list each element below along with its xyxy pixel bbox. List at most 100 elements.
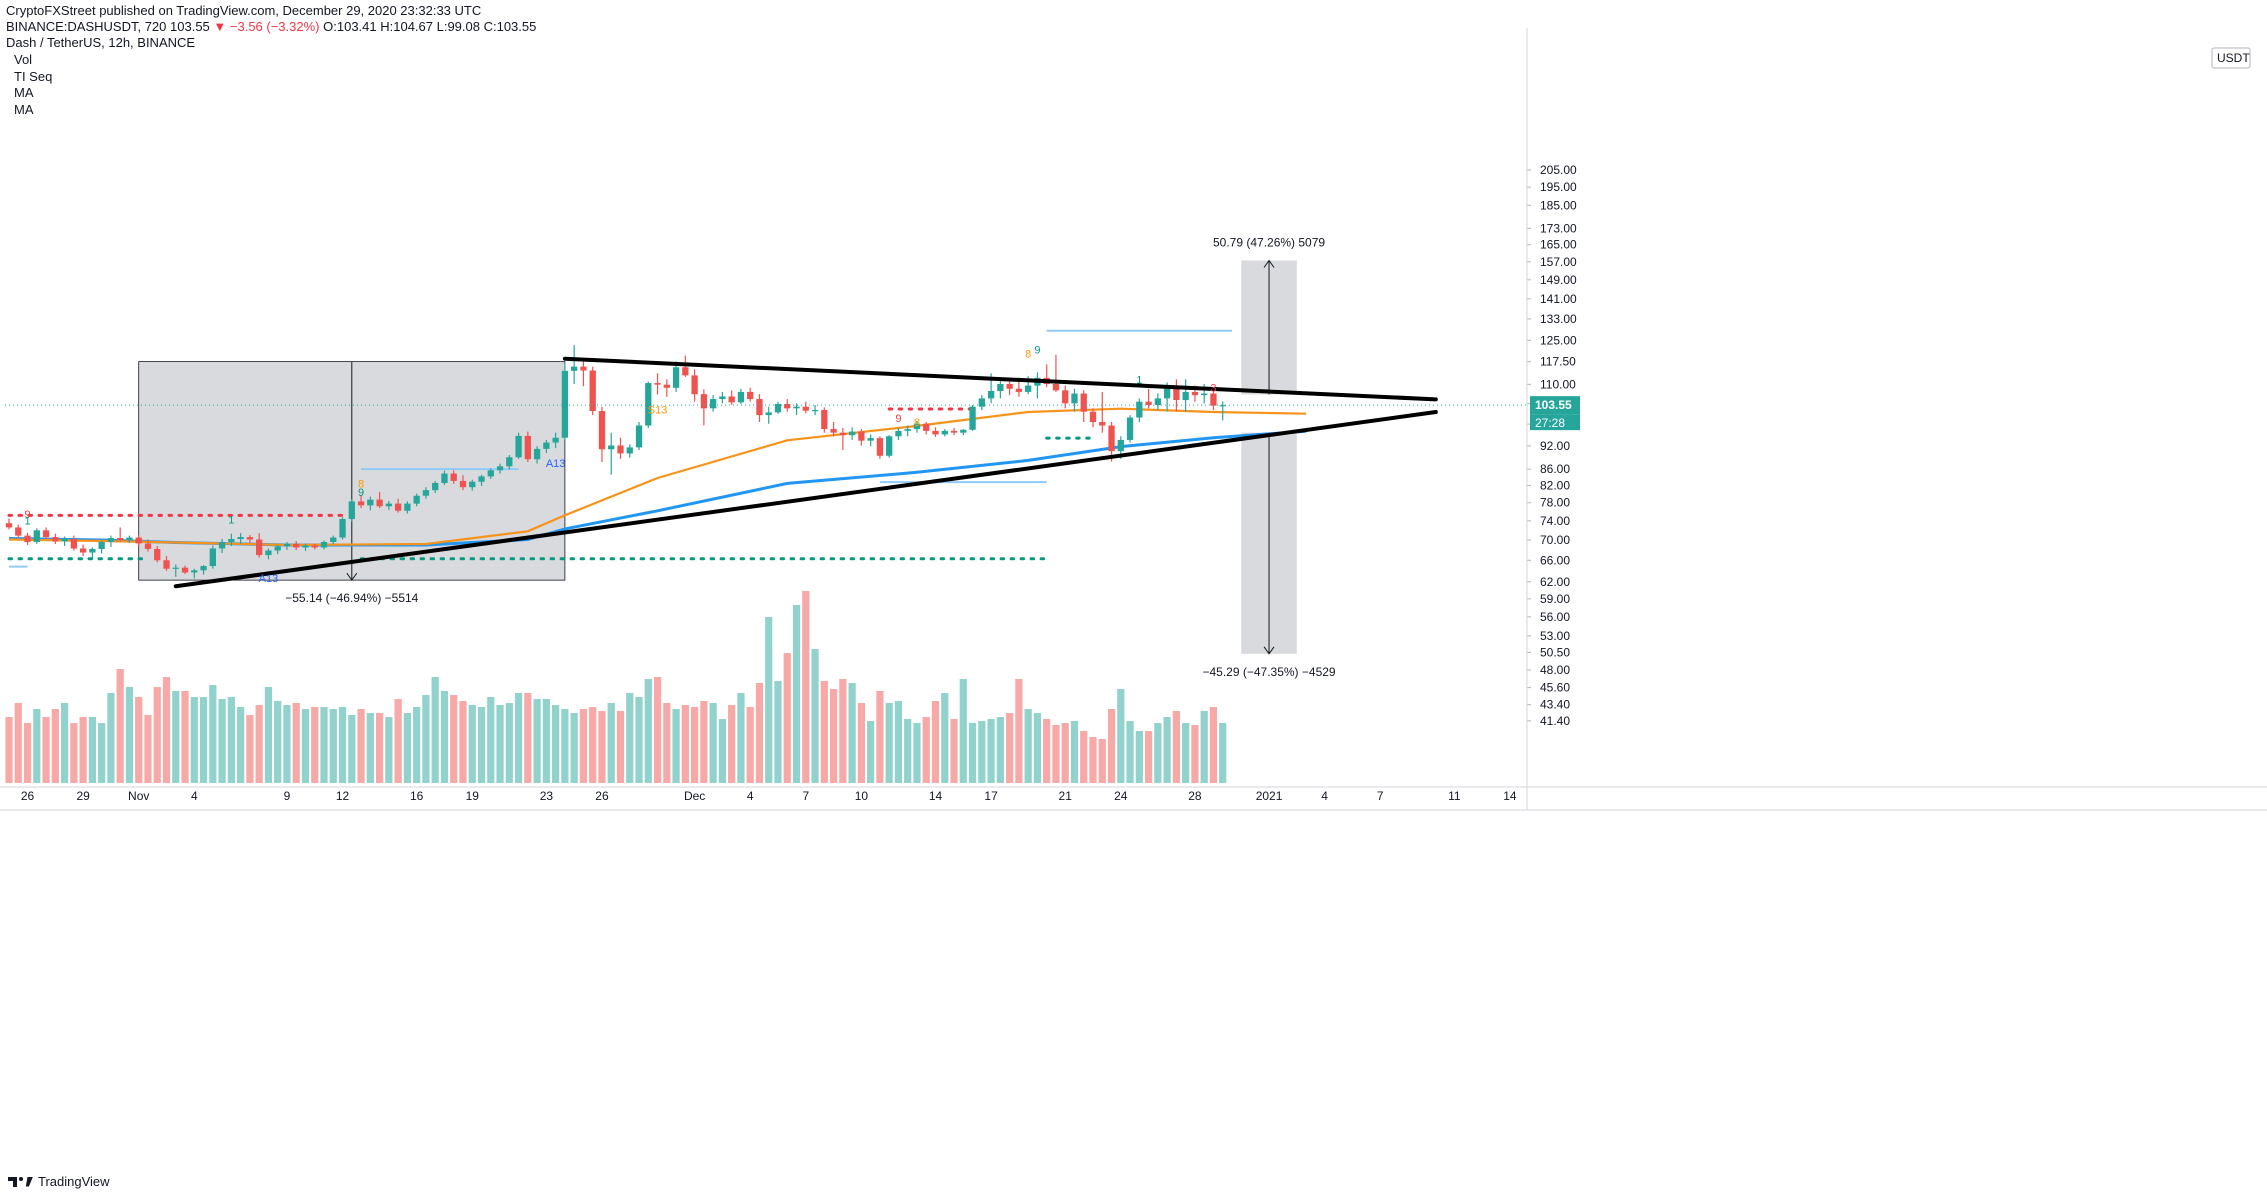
candle-body: [858, 431, 865, 441]
date-tick-label: 14: [1503, 789, 1517, 803]
price-tick-label: 66.00: [1540, 553, 1570, 567]
candle-body: [895, 430, 902, 437]
candle-body: [756, 399, 763, 416]
candle-body: [654, 383, 661, 385]
price-tick-label: 74.00: [1540, 514, 1570, 528]
date-tick-label: 29: [76, 789, 90, 803]
candle-body: [802, 406, 809, 411]
candle-body: [941, 430, 948, 435]
candle-body: [774, 403, 782, 413]
volume-bar: [1219, 723, 1227, 783]
volume-bar: [1070, 721, 1079, 783]
date-tick-label: 24: [1114, 789, 1128, 803]
candle-body: [126, 537, 133, 540]
candle-body: [839, 432, 847, 436]
indicator-ma-2[interactable]: MA: [14, 101, 34, 117]
candle-body: [608, 445, 615, 450]
last-price-badge: [1530, 396, 1580, 415]
axes: 205.00 195.00 185.00 173.00 165.00 157.00 149.…: [0, 28, 2267, 811]
candle-body: [1080, 393, 1087, 412]
volume-bar: [218, 699, 226, 783]
volume-bar: [42, 717, 50, 783]
volume-bar: [283, 705, 291, 783]
price-tick-label: 62.00: [1540, 575, 1570, 589]
candle-body: [320, 541, 328, 548]
volume-bar: [524, 693, 532, 783]
candle-body: [52, 537, 59, 542]
volume-bar: [459, 701, 467, 783]
volume-bar: [783, 653, 791, 783]
candle-body: [969, 406, 976, 430]
candle-body: [598, 411, 606, 450]
close-value: 103.55: [170, 19, 210, 34]
candle-body: [42, 530, 50, 538]
volume-bar: [33, 709, 41, 783]
volume-bar: [413, 707, 421, 783]
volume-bar: [366, 713, 374, 783]
volume-bar: [88, 717, 96, 783]
volume-bar: [598, 711, 606, 783]
indicator-ma-1[interactable]: MA: [14, 85, 34, 100]
volume-bar: [802, 591, 810, 783]
tdseq-label: 1: [228, 515, 234, 527]
volume-bar: [338, 707, 347, 783]
volume-bar: [616, 711, 625, 783]
volume-bar: [589, 707, 597, 783]
symbol-line: BINANCE:DASHUSDT, 720 103.55 ▼ −3.56 (−3…: [6, 19, 536, 35]
volume-bar: [70, 723, 78, 783]
price-tick-label: 185.00: [1540, 198, 1577, 212]
indicator-vol[interactable]: Vol: [14, 52, 33, 67]
volume-bar: [431, 677, 439, 783]
date-tick-label: 12: [336, 789, 350, 803]
candle-body: [987, 390, 995, 399]
volume-bar: [542, 699, 550, 783]
candle-body: [913, 423, 921, 430]
volume-bar: [792, 605, 801, 783]
tdseq-label: 8: [914, 417, 920, 429]
candle-body: [691, 375, 698, 395]
candle-body: [1182, 391, 1189, 401]
volume-bar: [107, 693, 115, 783]
price-tick-label: 173.00: [1540, 221, 1577, 235]
candle-body: [1024, 385, 1032, 392]
candle-body: [1117, 439, 1124, 452]
volume-bar: [913, 723, 921, 783]
volume-bar: [876, 691, 884, 783]
volume-bar: [1080, 731, 1088, 783]
candle-body: [422, 490, 430, 496]
last-price-label: 103.55: [1535, 398, 1572, 412]
date-tick-label: 11: [1448, 789, 1461, 803]
chart-title: Dash / TetherUS, 12h, BINANCE: [6, 35, 196, 50]
date-tick-label: 4: [191, 789, 198, 803]
volume-bar: [1107, 709, 1116, 783]
candle-body: [478, 476, 485, 482]
candle-body: [181, 567, 189, 573]
indicator-legend: Vol TI Seq MA MA: [14, 52, 52, 118]
candle-body: [432, 482, 439, 491]
date-tick-label: 26: [595, 789, 609, 803]
indicator-ti-seq[interactable]: TI Seq: [14, 68, 53, 84]
candle-body: [98, 541, 105, 549]
measure-arrow-head: [1263, 646, 1275, 655]
volume-bar: [1182, 723, 1190, 783]
trendline-support: [173, 410, 1438, 589]
volume-bar: [700, 701, 708, 783]
candle-body: [1089, 411, 1097, 423]
volume-bar: [1024, 709, 1032, 783]
candle-body: [256, 539, 263, 556]
volume-bar: [978, 721, 986, 783]
sequential-levels: [7, 329, 1232, 568]
tradingview-logo[interactable]: TradingView: [8, 1174, 110, 1189]
tdseq-label: A13: [546, 458, 566, 470]
date-tick-label: 14: [929, 789, 943, 803]
volume-bar: [1172, 711, 1181, 783]
price-tick-label: 70.00: [1540, 533, 1570, 547]
volume-bar: [125, 687, 134, 783]
moving-averages: [8, 407, 1307, 547]
candle-body: [515, 435, 522, 458]
tradingview-icon: [8, 1175, 34, 1189]
candle-body: [672, 367, 680, 388]
volume-bar: [561, 709, 569, 783]
